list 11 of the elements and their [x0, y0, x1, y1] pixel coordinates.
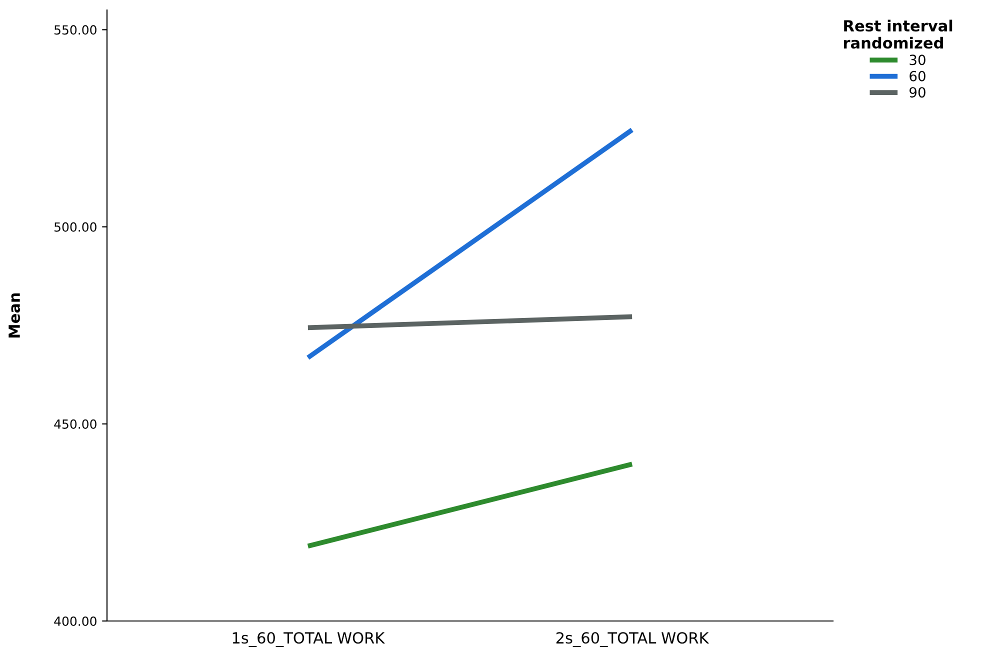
- x-tick-label: 2s_60_TOTAL WORK: [556, 632, 710, 648]
- y-tick-label: 500.00: [54, 222, 96, 232]
- legend-title: Rest interval randomized: [844, 20, 952, 49]
- y-tick-label: 550.00: [54, 25, 96, 35]
- legend-label: 90: [910, 87, 926, 98]
- legend-label: 60: [910, 70, 926, 82]
- y-tick-label: 400.00: [54, 616, 96, 626]
- x-tick-label: 1s_60_TOTAL WORK: [232, 632, 386, 648]
- y-tick-label: 450.00: [54, 419, 96, 429]
- legend-label: 30: [910, 54, 926, 66]
- y-axis-title: Mean: [8, 293, 20, 338]
